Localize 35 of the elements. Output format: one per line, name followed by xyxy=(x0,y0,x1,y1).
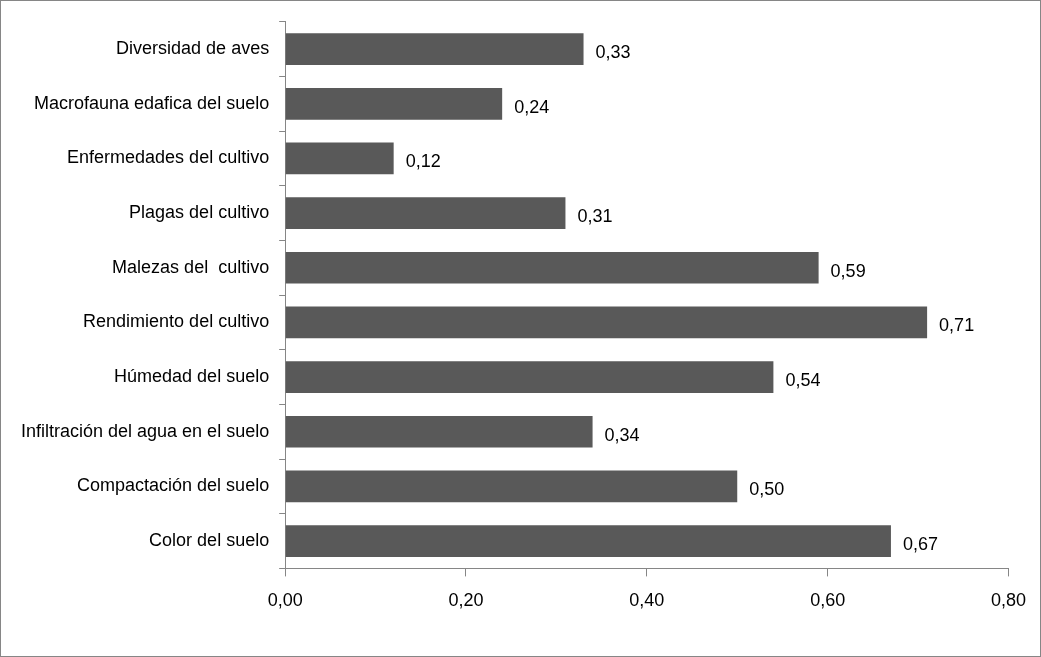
y-tick-label: Rendimiento del cultivo xyxy=(83,311,270,332)
y-tick-label: Plagas del cultivo xyxy=(129,202,270,223)
bar xyxy=(285,415,593,448)
y-tick-label: Color del suelo xyxy=(149,530,270,551)
y-tick-label: Enfermedades del cultivo xyxy=(67,147,270,168)
bar xyxy=(285,142,394,175)
data-label: 0,33 xyxy=(595,42,631,63)
bar xyxy=(285,197,566,229)
data-label: 0,54 xyxy=(785,370,821,391)
bar xyxy=(285,470,738,503)
data-label: 0,67 xyxy=(902,534,938,555)
bar xyxy=(285,33,584,65)
bar xyxy=(285,525,891,557)
data-label: 0,34 xyxy=(604,424,640,445)
data-label: 0,24 xyxy=(514,96,550,117)
bar xyxy=(285,251,819,284)
y-tick-label: Compactación del suelo xyxy=(77,475,270,496)
y-tick-label: Infiltración del agua en el suelo xyxy=(21,420,270,441)
y-tick-label: Malezas del cultivo xyxy=(112,256,270,277)
x-tick-label: 0,60 xyxy=(810,590,846,611)
x-tick-label: 0,20 xyxy=(448,590,484,611)
x-tick-label: 0,80 xyxy=(990,590,1027,611)
bar xyxy=(285,87,503,120)
data-label: 0,59 xyxy=(830,260,866,281)
x-tick-label: 0,00 xyxy=(267,590,303,611)
data-label: 0,31 xyxy=(577,206,613,227)
bar xyxy=(285,306,928,339)
data-label: 0,71 xyxy=(939,315,975,336)
y-tick-label: Húmedad del suelo xyxy=(114,366,270,387)
x-tick-label: 0,40 xyxy=(629,590,665,611)
data-label: 0,50 xyxy=(749,479,785,500)
y-tick-label: Diversidad de aves xyxy=(116,38,270,59)
bar xyxy=(285,361,774,393)
data-label: 0,12 xyxy=(405,151,441,172)
y-tick-label: Macrofauna edafica del suelo xyxy=(34,92,270,113)
